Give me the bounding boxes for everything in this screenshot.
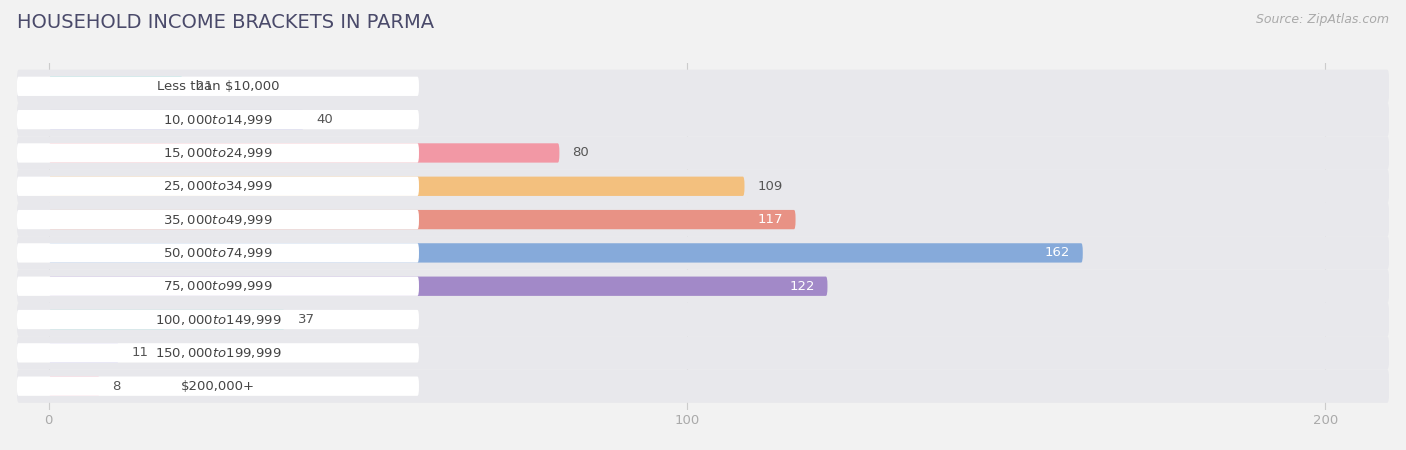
Text: $15,000 to $24,999: $15,000 to $24,999 xyxy=(163,146,273,160)
Text: HOUSEHOLD INCOME BRACKETS IN PARMA: HOUSEHOLD INCOME BRACKETS IN PARMA xyxy=(17,14,434,32)
Text: Source: ZipAtlas.com: Source: ZipAtlas.com xyxy=(1256,14,1389,27)
Text: $10,000 to $14,999: $10,000 to $14,999 xyxy=(163,112,273,126)
FancyBboxPatch shape xyxy=(49,210,796,229)
Text: 37: 37 xyxy=(298,313,315,326)
Text: 80: 80 xyxy=(572,146,589,159)
Text: 122: 122 xyxy=(789,280,814,293)
FancyBboxPatch shape xyxy=(17,103,1389,136)
FancyBboxPatch shape xyxy=(17,236,1389,270)
FancyBboxPatch shape xyxy=(17,343,419,363)
FancyBboxPatch shape xyxy=(49,110,304,129)
Text: $25,000 to $34,999: $25,000 to $34,999 xyxy=(163,179,273,193)
FancyBboxPatch shape xyxy=(17,243,419,262)
FancyBboxPatch shape xyxy=(17,176,419,196)
FancyBboxPatch shape xyxy=(17,143,419,162)
FancyBboxPatch shape xyxy=(17,203,1389,236)
FancyBboxPatch shape xyxy=(49,176,745,196)
FancyBboxPatch shape xyxy=(49,310,285,329)
Text: $50,000 to $74,999: $50,000 to $74,999 xyxy=(163,246,273,260)
FancyBboxPatch shape xyxy=(49,343,120,363)
Text: $100,000 to $149,999: $100,000 to $149,999 xyxy=(155,313,281,327)
FancyBboxPatch shape xyxy=(49,243,1083,262)
Text: 11: 11 xyxy=(132,346,149,360)
FancyBboxPatch shape xyxy=(17,336,1389,369)
Text: $75,000 to $99,999: $75,000 to $99,999 xyxy=(163,279,273,293)
Text: 21: 21 xyxy=(195,80,212,93)
FancyBboxPatch shape xyxy=(17,369,1389,403)
FancyBboxPatch shape xyxy=(17,310,419,329)
FancyBboxPatch shape xyxy=(17,170,1389,203)
FancyBboxPatch shape xyxy=(17,76,419,96)
Text: $200,000+: $200,000+ xyxy=(181,380,254,393)
Text: Less than $10,000: Less than $10,000 xyxy=(156,80,280,93)
FancyBboxPatch shape xyxy=(49,143,560,162)
FancyBboxPatch shape xyxy=(17,270,1389,303)
FancyBboxPatch shape xyxy=(17,110,419,129)
FancyBboxPatch shape xyxy=(17,377,419,396)
Text: 40: 40 xyxy=(316,113,333,126)
Text: $150,000 to $199,999: $150,000 to $199,999 xyxy=(155,346,281,360)
FancyBboxPatch shape xyxy=(17,210,419,229)
Text: 162: 162 xyxy=(1045,247,1070,259)
FancyBboxPatch shape xyxy=(17,303,1389,336)
Text: 8: 8 xyxy=(112,380,121,393)
Text: $35,000 to $49,999: $35,000 to $49,999 xyxy=(163,212,273,227)
Text: 117: 117 xyxy=(758,213,783,226)
FancyBboxPatch shape xyxy=(49,377,100,396)
FancyBboxPatch shape xyxy=(49,76,183,96)
FancyBboxPatch shape xyxy=(17,136,1389,170)
FancyBboxPatch shape xyxy=(49,277,828,296)
FancyBboxPatch shape xyxy=(17,277,419,296)
Text: 109: 109 xyxy=(758,180,783,193)
FancyBboxPatch shape xyxy=(17,70,1389,103)
